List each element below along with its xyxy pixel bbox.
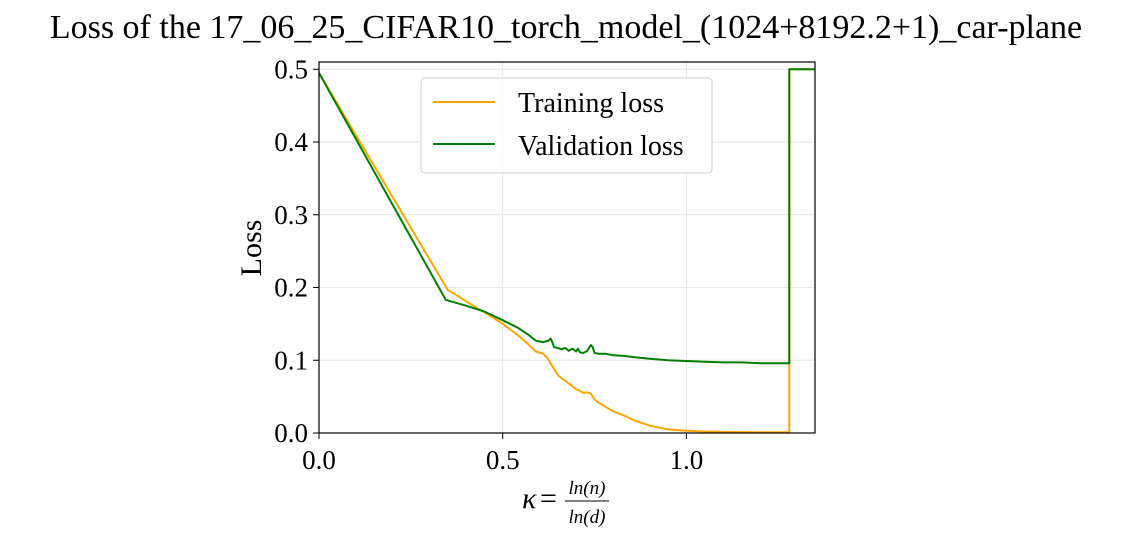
x-tick-label-2: 1.0 bbox=[670, 445, 704, 475]
x-axis-label-equals: = bbox=[540, 482, 557, 515]
x-tick-label-1: 0.5 bbox=[486, 445, 520, 475]
chart-title: Loss of the 17_06_25_CIFAR10_torch_model… bbox=[50, 9, 1082, 46]
x-axis-label-numerator: ln(n) bbox=[569, 478, 606, 499]
tick-marks: 0.0 0.5 1.0 0.0 0.1 0.2 0.3 0.4 0.5 bbox=[274, 54, 703, 475]
x-axis-label: κ = ln(n) ln(d) bbox=[522, 478, 609, 528]
series-line-validation bbox=[318, 68, 815, 365]
legend: Training loss Validation loss bbox=[420, 77, 713, 174]
x-axis-label-symbol: κ bbox=[522, 482, 537, 515]
plot-frame bbox=[318, 61, 816, 434]
x-tick-label-0: 0.0 bbox=[302, 445, 336, 475]
y-tick-label-1: 0.1 bbox=[274, 345, 308, 375]
y-tick-label-4: 0.4 bbox=[274, 127, 308, 157]
y-tick-label-3: 0.3 bbox=[274, 200, 308, 230]
series-line-training bbox=[318, 68, 815, 434]
series-lines bbox=[318, 68, 815, 434]
y-tick-label-5: 0.5 bbox=[274, 54, 308, 84]
legend-label-validation: Validation loss bbox=[518, 131, 684, 162]
x-axis-label-denominator: ln(d) bbox=[569, 507, 606, 528]
y-tick-label-0: 0.0 bbox=[274, 418, 308, 448]
y-tick-label-2: 0.2 bbox=[274, 273, 308, 303]
y-axis-label: Loss bbox=[235, 220, 268, 277]
legend-label-training: Training loss bbox=[518, 88, 664, 119]
